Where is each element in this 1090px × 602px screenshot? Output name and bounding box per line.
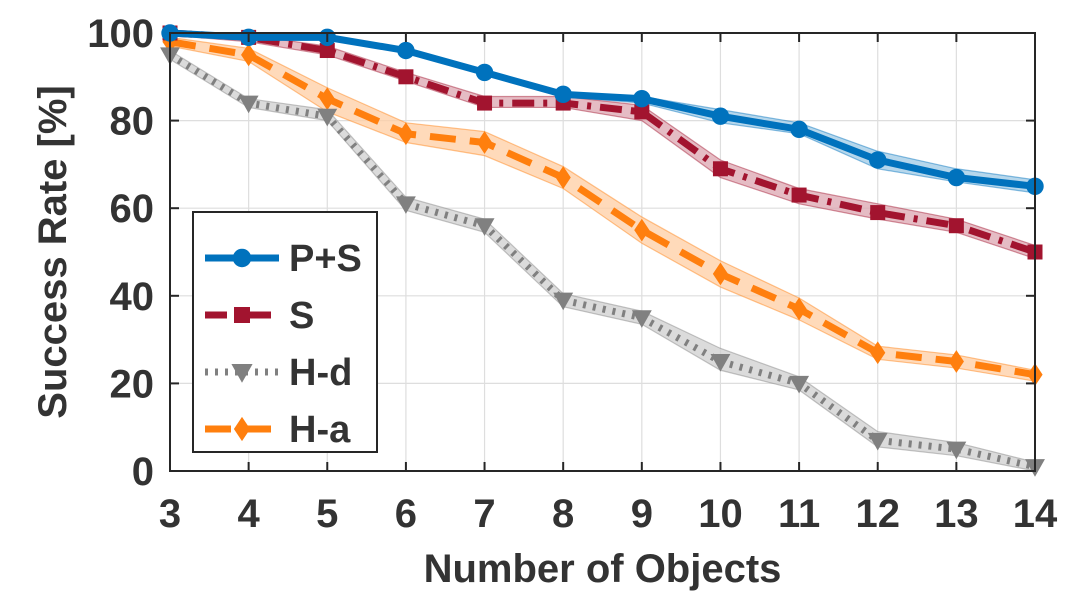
point-p-s — [869, 151, 887, 169]
grid — [170, 33, 1035, 471]
point-p-s — [947, 168, 966, 187]
point-p-s — [633, 90, 651, 108]
point-p-s — [790, 120, 808, 139]
point-p-s — [397, 41, 415, 60]
point-s — [870, 205, 886, 221]
x-tick-label: 13 — [934, 492, 979, 536]
point-h-d — [395, 196, 416, 214]
point-h-a — [398, 122, 414, 146]
x-tick-label: 5 — [316, 492, 338, 536]
legend-label-s: S — [289, 295, 314, 337]
legend-marker-p-s — [232, 248, 252, 268]
legend-label-h-d: H-d — [289, 352, 352, 394]
point-h-d — [867, 432, 888, 451]
x-tick-label: 6 — [395, 492, 417, 536]
x-tick-label: 14 — [1013, 492, 1058, 536]
legend-label-h-a: H-a — [289, 409, 351, 451]
point-h-a — [555, 166, 571, 189]
point-s — [948, 218, 964, 234]
point-h-d — [789, 375, 810, 394]
series-lines — [168, 29, 1037, 471]
legend-marker-h-d — [231, 364, 253, 383]
point-p-s — [554, 85, 572, 104]
legend-marker-s — [234, 307, 250, 323]
y-tick-label: 80 — [110, 100, 155, 144]
x-tick-label: 4 — [238, 492, 261, 536]
line-h-d — [168, 51, 1036, 471]
point-p-s — [711, 107, 730, 125]
x-tick-label: 12 — [855, 492, 900, 536]
y-tick-label: 60 — [110, 187, 155, 231]
point-h-a — [948, 350, 964, 373]
point-h-a — [791, 297, 807, 321]
point-h-a — [870, 341, 886, 365]
legend-marker-h-a — [233, 416, 251, 442]
legend: P+S S H-d H-a — [192, 211, 378, 453]
y-tick-label: 40 — [110, 275, 155, 319]
point-h-a — [241, 43, 257, 67]
point-h-d — [317, 108, 338, 127]
point-s — [477, 95, 493, 111]
point-h-d — [238, 95, 259, 114]
y-tick-label: 0 — [132, 450, 154, 494]
x-tick-label: 3 — [159, 492, 181, 536]
x-tick-label: 9 — [631, 492, 653, 536]
y-axis-ticks: 0 20 40 60 80 100 — [87, 12, 1035, 494]
plot-frame — [169, 32, 1036, 472]
point-h-d — [553, 292, 574, 311]
x-axis-ticks: 3 4 5 6 7 8 9 10 11 12 13 14 — [159, 33, 1058, 536]
point-h-a — [476, 131, 493, 154]
x-tick-label: 7 — [473, 492, 495, 536]
legend-box — [192, 211, 378, 453]
y-tick-label: 20 — [110, 362, 155, 406]
y-tick-label: 100 — [87, 12, 154, 56]
x-tick-label: 10 — [698, 492, 743, 536]
x-tick-label: 11 — [778, 492, 820, 536]
point-p-s — [475, 63, 494, 82]
point-h-d — [946, 441, 967, 460]
x-axis-title: Number of Objects — [424, 547, 782, 591]
line-p-s — [169, 29, 1036, 190]
line-s — [169, 29, 1037, 256]
legend-label-p-s: P+S — [289, 238, 362, 280]
point-s — [791, 187, 807, 203]
point-s — [712, 161, 728, 177]
x-tick-label: 8 — [552, 492, 574, 536]
point-s — [398, 69, 414, 85]
point-h-a — [634, 218, 650, 242]
point-h-d — [710, 354, 731, 372]
point-h-d — [474, 218, 495, 236]
point-h-d — [631, 310, 652, 328]
y-axis-title: Success Rate [%] — [31, 85, 75, 418]
point-h-a — [712, 262, 729, 286]
